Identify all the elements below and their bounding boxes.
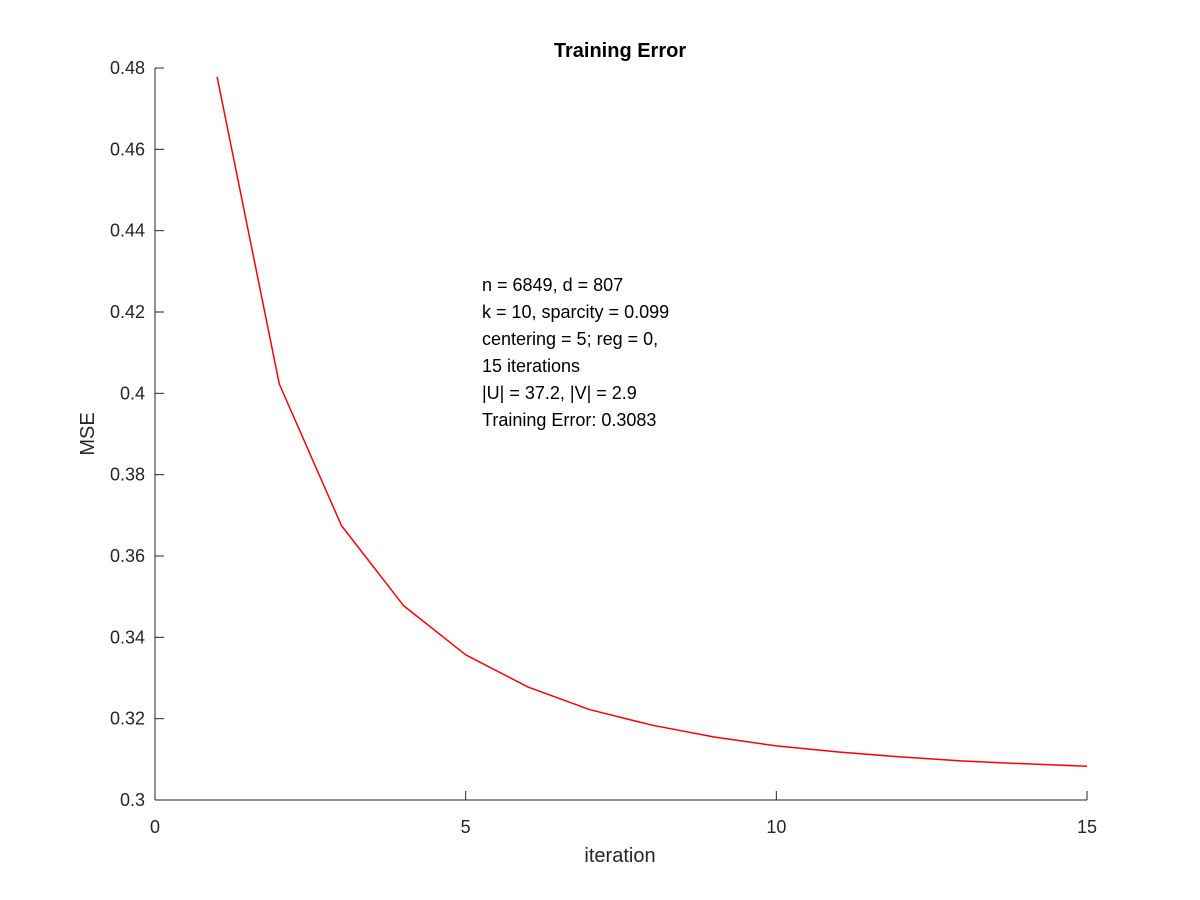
x-axis-label: iteration (584, 845, 655, 867)
x-tick-label: 10 (766, 817, 786, 837)
y-tick-label: 0.4 (120, 383, 145, 403)
series-layer (216, 76, 1088, 767)
annotation-line: Training Error: 0.3083 (482, 410, 656, 430)
x-tick-label: 15 (1077, 817, 1097, 837)
y-tick-label: 0.48 (110, 58, 145, 78)
y-axis-ticks: 0.3 0.32 0.34 0.36 0.38 0.4 0.42 0.44 0.46 0.48 (110, 58, 164, 810)
y-axis-label: MSE (77, 412, 99, 455)
annotation-line: centering = 5; reg = 0, (482, 329, 658, 349)
x-tick-label: 5 (461, 817, 471, 837)
y-tick-label: 0.44 (110, 221, 145, 241)
series-line (216, 76, 1088, 767)
annotation-line: n = 6849, d = 807 (482, 275, 623, 295)
y-tick-label: 0.36 (110, 546, 145, 566)
chart-title: Training Error (554, 40, 686, 62)
annotation-line: |U| = 37.2, |V| = 2.9 (482, 383, 637, 403)
annotation-line: k = 10, sparcity = 0.099 (482, 302, 669, 322)
stats-annotation: n = 6849, d = 807 k = 10, sparcity = 0.0… (482, 275, 674, 430)
y-tick-label: 0.3 (120, 790, 145, 810)
x-tick-label: 0 (150, 817, 160, 837)
x-axis-ticks: 0 5 10 15 (150, 791, 1097, 837)
y-tick-label: 0.32 (110, 709, 145, 729)
y-tick-label: 0.38 (110, 465, 145, 485)
y-tick-label: 0.46 (110, 139, 145, 159)
annotation-line: 15 iterations (482, 356, 580, 376)
y-tick-label: 0.34 (110, 627, 145, 647)
y-tick-label: 0.42 (110, 302, 145, 322)
